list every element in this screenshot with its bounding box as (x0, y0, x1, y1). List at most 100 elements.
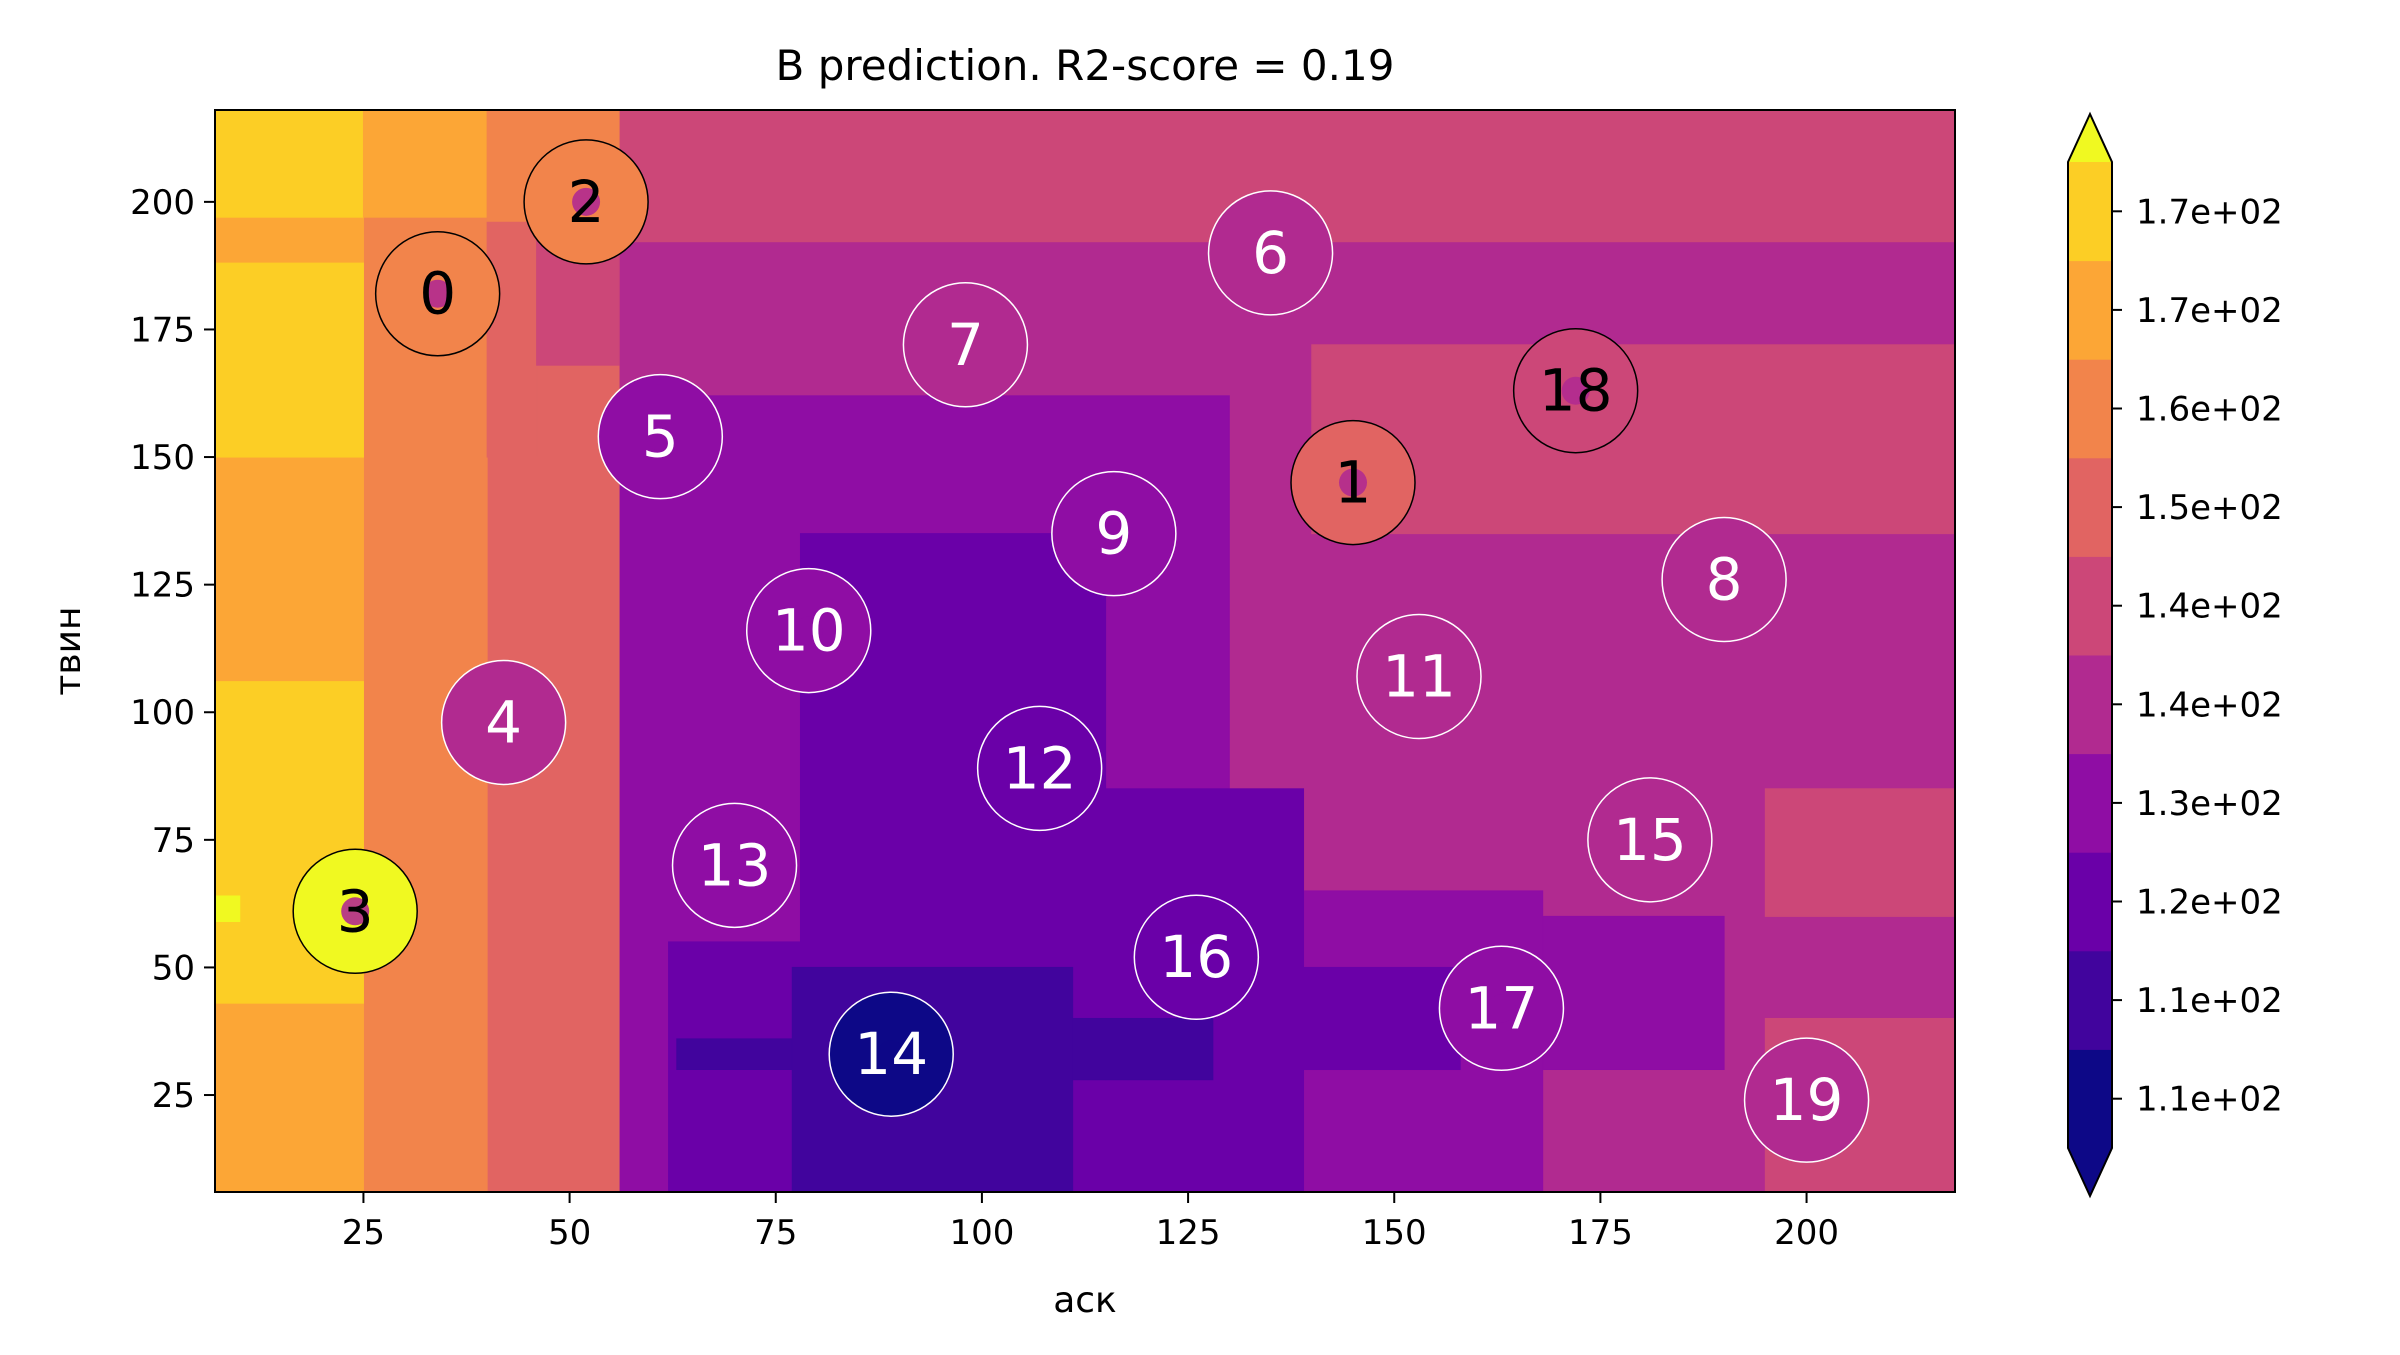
data-point-label: 18 (1539, 357, 1613, 425)
contour-region (215, 895, 241, 923)
data-point-inner-dot (1561, 376, 1590, 405)
data-point-inner-dot (489, 708, 518, 737)
x-tick-label: 200 (1774, 1213, 1839, 1253)
data-point-inner-dot (423, 279, 452, 308)
data-point-12: 12 (976, 705, 1103, 832)
y-tick-label: 25 (152, 1076, 195, 1116)
data-point-label: 8 (1706, 546, 1743, 614)
data-point-inner-dot (720, 851, 749, 880)
x-tick-label: 150 (1362, 1213, 1427, 1253)
colorbar-tick-label: 1.1e+02 (2136, 1080, 2283, 1120)
x-tick-label: 75 (754, 1213, 797, 1253)
x-tick-label: 100 (949, 1213, 1014, 1253)
colorbar-segment (2068, 852, 2112, 952)
colorbar-tick-label: 1.3e+02 (2136, 784, 2283, 824)
data-point-label: 19 (1770, 1066, 1844, 1134)
contour-region (215, 110, 364, 218)
data-point-inner-dot (877, 1040, 906, 1069)
contour-region (1303, 966, 1461, 1071)
data-point-label: 5 (642, 403, 679, 471)
data-point-18: 18 (1512, 327, 1639, 454)
data-point-label: 10 (772, 597, 846, 665)
data-point-10: 10 (745, 567, 872, 694)
colorbar-tick-label: 1.5e+02 (2136, 488, 2283, 528)
data-point-label: 1 (1335, 449, 1372, 517)
colorbar-tick-label: 1.6e+02 (2136, 390, 2283, 430)
contour-region (362, 110, 488, 218)
data-point-label: 7 (947, 311, 984, 379)
plot-frame (214, 109, 1956, 1193)
x-tick-label: 125 (1156, 1213, 1221, 1253)
x-tick-label: 50 (548, 1213, 591, 1253)
contour-region (676, 1038, 793, 1071)
data-point-label: 11 (1382, 643, 1456, 711)
x-axis-label: аск (1053, 1280, 1117, 1321)
contour-region (486, 221, 538, 458)
data-point-9: 9 (1051, 470, 1177, 597)
data-point-2: 2 (523, 139, 649, 265)
data-point-3: 3 (292, 848, 418, 975)
colorbar-segment (2068, 1049, 2112, 1149)
colorbar-segment (2068, 359, 2112, 459)
data-point-4: 4 (440, 659, 567, 786)
data-point-inner-dot (646, 422, 675, 451)
data-point-inner-dot (1792, 1086, 1821, 1115)
data-point-11: 11 (1356, 613, 1482, 740)
colorbar-tick-label: 1.2e+02 (2136, 883, 2283, 923)
y-tick-label: 75 (152, 821, 195, 861)
data-point-label: 13 (698, 831, 772, 899)
data-point-inner-dot (1404, 662, 1433, 691)
data-point-inner-dot (1710, 565, 1739, 594)
data-point-19: 19 (1743, 1037, 1870, 1163)
y-tick-label: 125 (130, 566, 195, 606)
contour-region (1542, 915, 1725, 1071)
colorbar-tick-label: 1.4e+02 (2136, 685, 2283, 725)
data-point-inner-dot (341, 897, 370, 926)
colorbar-segment (2068, 556, 2112, 656)
chart-title: B prediction. R2-score = 0.19 (776, 41, 1395, 90)
colorbar-over-extension (2068, 114, 2112, 162)
data-point-15: 15 (1587, 777, 1713, 903)
data-point-label: 17 (1465, 974, 1539, 1042)
y-tick-label: 100 (130, 693, 195, 733)
data-point-label: 16 (1159, 923, 1233, 991)
colorbar-segment (2068, 162, 2112, 262)
data-point-8: 8 (1661, 516, 1787, 643)
colorbar-segment (2068, 457, 2112, 557)
data-point-7: 7 (902, 282, 1029, 408)
data-point-5: 5 (597, 373, 724, 500)
data-point-label: 12 (1003, 734, 1077, 802)
y-tick-label: 175 (130, 310, 195, 350)
data-point-14: 14 (828, 991, 954, 1117)
data-point-label: 3 (337, 877, 374, 945)
data-point-1: 1 (1290, 419, 1416, 546)
data-point-0: 0 (374, 230, 501, 357)
colorbar-segment (2068, 950, 2112, 1050)
data-point-inner-dot (1339, 468, 1368, 497)
colorbar-tick-label: 1.7e+02 (2136, 291, 2283, 331)
colorbar: 1.1e+02 1.1e+02 1.2e+02 1.3e+02 1.4e+02 1.4e+… (2067, 111, 2283, 1199)
colorbar-segment (2068, 753, 2112, 853)
data-point-label: 6 (1252, 219, 1289, 287)
x-tick-label: 175 (1568, 1213, 1633, 1253)
colorbar-tick-label: 1.7e+02 (2136, 192, 2283, 232)
contour-region (1764, 788, 1955, 917)
data-point-label: 15 (1613, 806, 1687, 874)
data-point-label: 9 (1095, 500, 1132, 568)
contour-region (1072, 1017, 1214, 1081)
data-point-inner-dot (1025, 754, 1054, 783)
colorbar-outline (2067, 111, 2113, 1199)
data-point-inner-dot (794, 616, 823, 645)
y-tick-label: 200 (130, 183, 195, 223)
data-point-inner-dot (1099, 519, 1128, 548)
colorbar-tick-label: 1.4e+02 (2136, 587, 2283, 627)
y-axis-label: твин (48, 606, 89, 695)
contour-region (215, 262, 364, 458)
y-tick-label: 150 (130, 438, 195, 478)
data-point-6: 6 (1207, 190, 1334, 316)
data-point-label: 2 (568, 168, 605, 236)
data-point-inner-dot (1182, 943, 1211, 972)
